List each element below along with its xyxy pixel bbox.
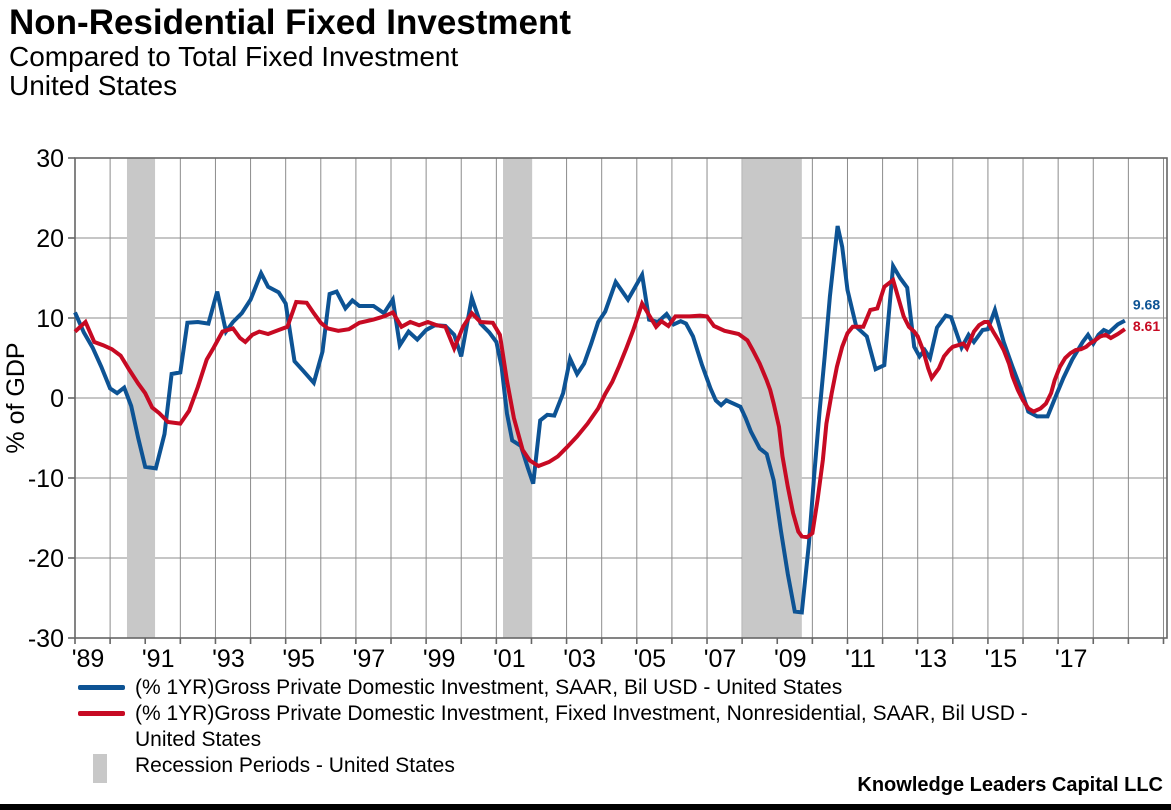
title-block: Non-Residential Fixed Investment Compare… (9, 3, 572, 101)
y-axis-title: % of GDP (2, 342, 30, 453)
x-tick-label: '17 (1055, 645, 1088, 673)
bottom-border-bar (0, 804, 1171, 810)
recession-band (503, 158, 533, 638)
x-tick-label: '93 (212, 645, 245, 673)
series-line-0 (73, 225, 1126, 615)
recession-bands (126, 158, 802, 638)
x-tick-label: '97 (353, 645, 386, 673)
series-end-value-label: 9.68 (1133, 297, 1160, 313)
x-tick-label: '07 (704, 645, 737, 673)
recession-box-swatch-icon (93, 754, 107, 783)
x-tick-label: '15 (985, 645, 1018, 673)
page-subtitle-line1: Compared to Total Fixed Investment (9, 41, 459, 72)
blue-line-swatch-icon (78, 685, 125, 690)
page-subtitle-line2: United States (9, 70, 178, 101)
series-line-1 (73, 276, 1127, 540)
legend-item-recession-periods: Recession Periods - United States (75, 753, 1085, 783)
chart-legend: (% 1YR)Gross Private Domestic Investment… (75, 675, 1085, 783)
x-tick-label: '95 (282, 645, 315, 673)
attribution: Knowledge Leaders Capital LLC (857, 774, 1163, 796)
x-tick-label: '03 (563, 645, 596, 673)
x-tick-label: '11 (845, 645, 876, 673)
y-tick-label: -20 (28, 545, 64, 573)
series-end-value-label: 8.61 (1133, 318, 1160, 334)
legend-label: (% 1YR)Gross Private Domestic Investment… (135, 702, 1028, 751)
x-tick-label: '09 (774, 645, 807, 673)
y-axis: 30 20 10 0 -10 -20 -30 (28, 145, 75, 653)
x-tick-label: '89 (72, 645, 105, 673)
y-tick-label: -30 (28, 625, 64, 653)
gridlines (75, 158, 1167, 638)
y-tick-label: 30 (36, 145, 64, 173)
legend-item-nonresidential-fixed-investment: (% 1YR)Gross Private Domestic Investment… (75, 701, 1085, 753)
x-tick-label: '99 (423, 645, 456, 673)
x-tick-label: '13 (914, 645, 947, 673)
y-tick-label: 10 (36, 305, 64, 333)
x-tick-label: '05 (633, 645, 666, 673)
legend-item-gross-private-domestic-investment: (% 1YR)Gross Private Domestic Investment… (75, 675, 1085, 701)
x-axis: '89 '91 '93 '95 '97 '99 '01 '03 '05 '07 '09 '11 '13 '… (72, 638, 1165, 673)
x-tick-label: '91 (142, 645, 175, 673)
y-tick-label: 20 (36, 225, 64, 253)
page-title: Non-Residential Fixed Investment (9, 3, 572, 42)
legend-label: Recession Periods - United States (135, 754, 455, 777)
recession-band (126, 158, 156, 638)
legend-label: (% 1YR)Gross Private Domestic Investment… (135, 676, 843, 699)
x-tick-label: '01 (493, 645, 526, 673)
y-tick-label: -10 (28, 465, 64, 493)
y-tick-label: 0 (50, 385, 64, 413)
red-line-swatch-icon (78, 711, 125, 716)
